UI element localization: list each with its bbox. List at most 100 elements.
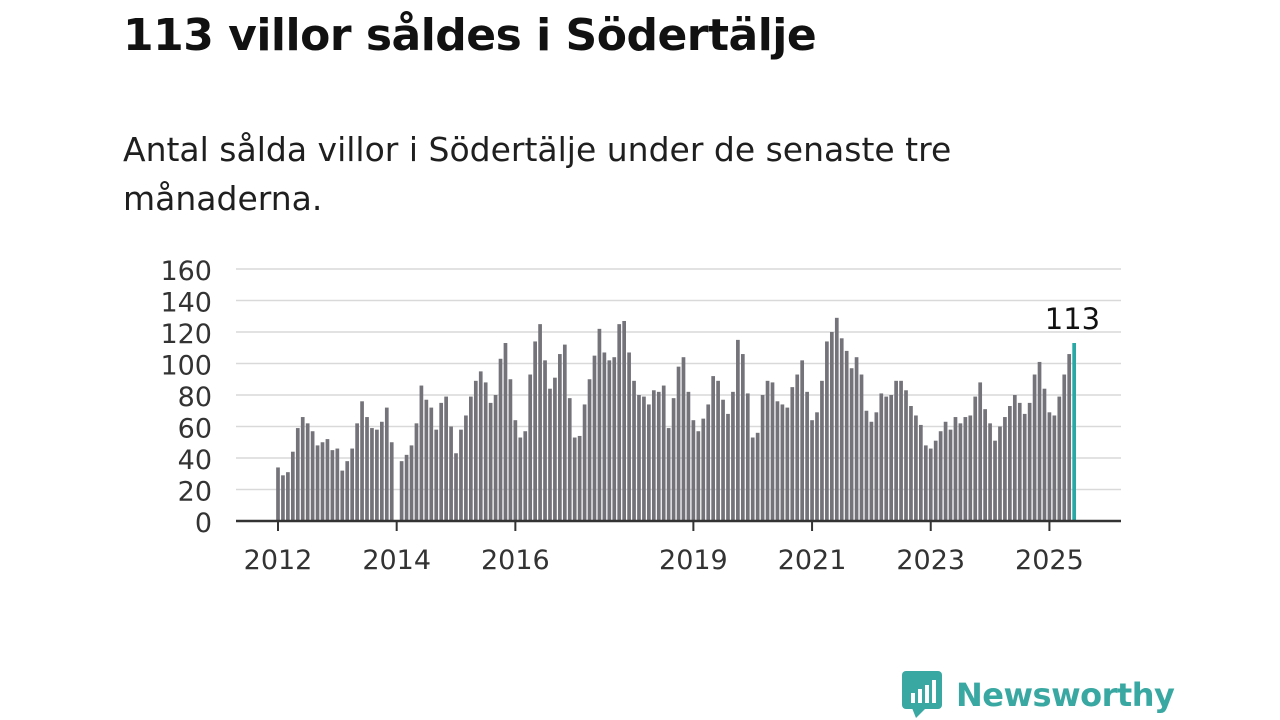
bar bbox=[790, 387, 795, 522]
bar bbox=[820, 380, 824, 521]
logo-text: Newsworthy bbox=[956, 676, 1175, 714]
bar bbox=[523, 431, 528, 521]
x-axis-ticks bbox=[277, 521, 1051, 531]
bar bbox=[691, 420, 696, 521]
bar bbox=[562, 344, 567, 521]
bar bbox=[1057, 396, 1062, 521]
x-tick-label: 2012 bbox=[244, 545, 313, 576]
bar bbox=[454, 453, 458, 521]
bar bbox=[360, 401, 364, 521]
bar bbox=[295, 428, 300, 521]
bar bbox=[498, 358, 503, 521]
bar bbox=[350, 448, 355, 521]
x-tick-label: 2025 bbox=[1015, 545, 1084, 576]
bar bbox=[478, 371, 483, 522]
bar bbox=[488, 402, 493, 522]
bar-chart-speech-bubble-icon bbox=[902, 671, 942, 718]
bar bbox=[785, 407, 790, 521]
bar bbox=[1027, 402, 1032, 522]
bar bbox=[963, 417, 968, 521]
y-tick-label: 20 bbox=[178, 477, 212, 508]
bar bbox=[419, 385, 424, 521]
bar bbox=[473, 380, 478, 521]
bar bbox=[884, 396, 889, 521]
bar bbox=[780, 404, 785, 521]
bar bbox=[859, 374, 864, 521]
bar bbox=[993, 440, 997, 521]
bar bbox=[815, 412, 819, 521]
chart-title: 113 villor såldes i Södertälje bbox=[123, 10, 817, 61]
bar bbox=[469, 396, 473, 521]
bar bbox=[538, 324, 542, 522]
bar bbox=[825, 341, 829, 521]
latest-value-label: 113 bbox=[1045, 302, 1100, 336]
x-tick-label: 2019 bbox=[659, 545, 728, 576]
bar bbox=[503, 343, 508, 521]
bar bbox=[513, 420, 518, 521]
x-axis-labels: 2012 2014 2016 2019 2021 2023 2025 bbox=[244, 545, 1084, 576]
bar bbox=[384, 407, 389, 521]
bar bbox=[1062, 374, 1067, 521]
bar bbox=[844, 350, 849, 521]
bar bbox=[582, 404, 587, 521]
bar bbox=[587, 379, 592, 521]
bar bbox=[1008, 406, 1012, 521]
bar bbox=[424, 399, 429, 521]
bar bbox=[483, 382, 488, 521]
bar bbox=[399, 461, 404, 521]
highlighted-bar bbox=[1072, 343, 1076, 521]
bar bbox=[701, 418, 706, 522]
bar bbox=[988, 423, 992, 521]
bar bbox=[676, 366, 681, 521]
bar bbox=[889, 395, 894, 521]
bar bbox=[1022, 413, 1027, 521]
bar bbox=[281, 475, 285, 521]
bar bbox=[874, 412, 879, 521]
bar bbox=[548, 388, 552, 521]
bars bbox=[276, 317, 1076, 522]
bar bbox=[533, 341, 537, 521]
bar bbox=[706, 404, 711, 521]
bar bbox=[1017, 402, 1022, 522]
bar bbox=[656, 391, 661, 521]
bar bbox=[731, 391, 735, 521]
bar bbox=[335, 448, 340, 521]
bar bbox=[839, 338, 844, 521]
bar bbox=[627, 352, 631, 521]
bar bbox=[558, 354, 562, 521]
bar bbox=[864, 410, 869, 521]
bar bbox=[919, 424, 923, 521]
bar bbox=[345, 461, 350, 521]
bar bbox=[760, 395, 765, 521]
bar bbox=[340, 470, 345, 521]
bar bbox=[370, 428, 374, 521]
bar bbox=[355, 423, 359, 521]
bar bbox=[953, 417, 958, 521]
bar bbox=[681, 357, 686, 521]
bar bbox=[577, 435, 582, 521]
bar bbox=[671, 398, 676, 521]
bar bbox=[1052, 415, 1057, 521]
bar bbox=[923, 445, 928, 521]
bar bbox=[459, 429, 463, 521]
bar bbox=[745, 393, 750, 521]
bar bbox=[983, 409, 987, 521]
bar bbox=[320, 442, 325, 521]
bar bbox=[404, 454, 409, 521]
chart-subtitle: Antal sålda villor i Södertälje under de… bbox=[123, 130, 952, 218]
bar bbox=[315, 445, 320, 521]
bar bbox=[567, 398, 572, 521]
bar bbox=[770, 382, 775, 521]
bar bbox=[572, 437, 577, 521]
bar bbox=[375, 429, 379, 521]
bar bbox=[1032, 374, 1037, 521]
bar bbox=[622, 320, 626, 521]
bar bbox=[429, 407, 434, 521]
bar bbox=[686, 391, 691, 521]
bar bbox=[948, 429, 953, 521]
bar bbox=[528, 374, 533, 521]
bar bbox=[365, 417, 369, 521]
bar bbox=[434, 429, 439, 521]
